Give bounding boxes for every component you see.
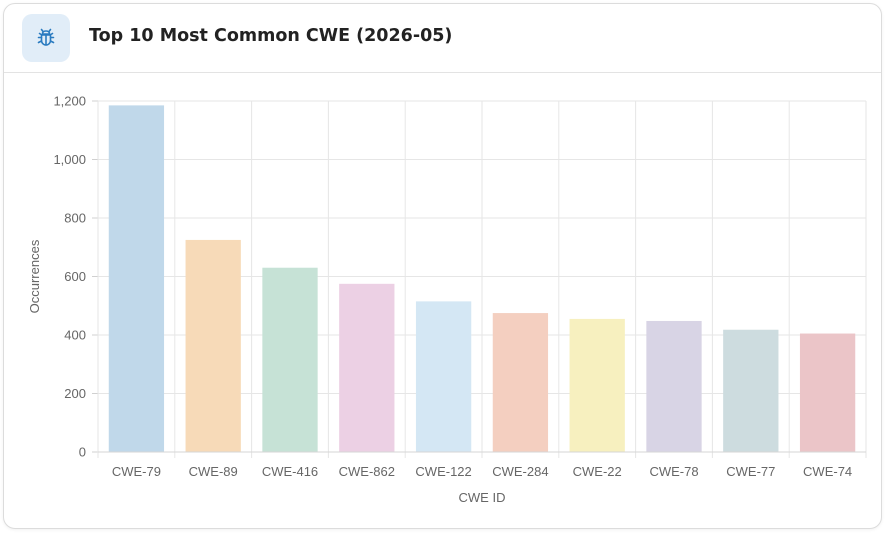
bar-cwe-122 [415, 301, 472, 452]
bar-cwe-416 [262, 267, 318, 452]
x-tick-label: CWE-416 [262, 464, 318, 479]
bar-cwe-78 [646, 320, 702, 452]
y-tick-label: 1,200 [53, 94, 86, 109]
x-tick-label: CWE-22 [573, 464, 622, 479]
bar-cwe-79 [108, 105, 165, 452]
x-tick-label: CWE-79 [112, 464, 161, 479]
bar-cwe-284 [492, 313, 549, 452]
y-tick-label: 600 [64, 269, 86, 284]
x-axis-title: CWE ID [459, 490, 506, 505]
x-tick-label: CWE-74 [803, 464, 852, 479]
bug-icon [22, 14, 70, 62]
bar-cwe-74 [799, 333, 856, 452]
x-tick-label: CWE-122 [415, 464, 471, 479]
x-tick-label: CWE-89 [189, 464, 238, 479]
bar-cwe-862 [339, 283, 395, 452]
y-axis-title: Occurrences [27, 239, 42, 313]
y-tick-label: 0 [79, 445, 86, 460]
y-tick-label: 400 [64, 328, 86, 343]
x-tick-label: CWE-862 [339, 464, 395, 479]
card-header: Top 10 Most Common CWE (2026-05) [4, 4, 881, 73]
x-tick-label: CWE-284 [492, 464, 548, 479]
bar-cwe-89 [185, 239, 241, 452]
y-tick-label: 200 [64, 386, 86, 401]
x-tick-label: CWE-77 [726, 464, 775, 479]
x-tick-label: CWE-78 [649, 464, 698, 479]
y-tick-label: 1,000 [53, 152, 86, 167]
y-tick-label: 800 [64, 211, 86, 226]
page-title: Top 10 Most Common CWE (2026-05) [89, 26, 453, 46]
bar-cwe-22 [569, 318, 625, 452]
bar-cwe-77 [723, 329, 779, 452]
